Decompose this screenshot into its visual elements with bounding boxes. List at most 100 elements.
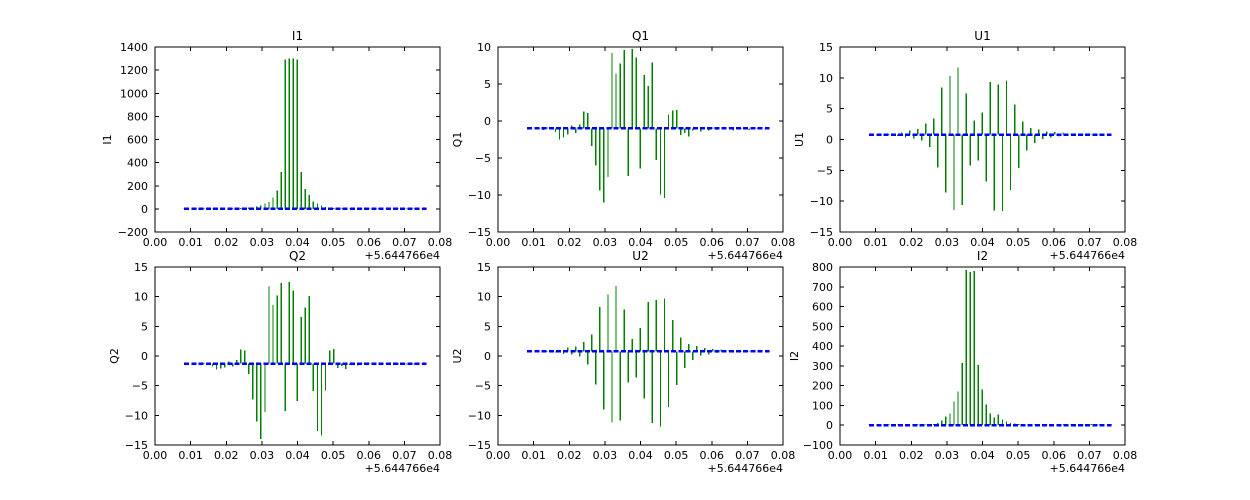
subplot-U1: 0.00 0.01 0.02 0.03 0.04 0.05 0.06 0.07 0.08 −15 −… [793,29,1137,262]
svg-text:−10: −10 [125,409,148,422]
tick-marks [497,266,784,446]
svg-text:0: 0 [484,115,491,128]
svg-text:0.01: 0.01 [178,236,203,249]
x-offset-label: +5.644766e4 [708,462,783,475]
subplot-title: Q1 [632,29,649,43]
svg-text:10: 10 [134,291,148,304]
svg-text:0: 0 [826,419,833,432]
svg-text:0.03: 0.03 [250,449,275,462]
svg-text:0.04: 0.04 [628,236,653,249]
x-offset-label: +5.644766e4 [365,249,440,262]
svg-text:0: 0 [484,350,491,363]
svg-text:15: 15 [819,41,833,54]
svg-text:0.04: 0.04 [970,449,995,462]
svg-text:0.04: 0.04 [285,236,310,249]
y-axis-label: Q1 [451,132,464,148]
svg-text:−100: −100 [803,439,833,452]
subplot-I1: 0.00 0.01 0.02 0.03 0.04 0.05 0.06 0.07 0.08 −200… [101,29,452,262]
y-axis-label: Q2 [108,348,121,364]
svg-text:0.03: 0.03 [593,236,618,249]
svg-text:−15: −15 [810,226,833,239]
svg-text:0.01: 0.01 [863,449,888,462]
svg-text:0.01: 0.01 [521,449,546,462]
svg-text:0.06: 0.06 [700,236,725,249]
tick-labels: 0.00 0.01 0.02 0.03 0.04 0.05 0.06 0.07 0.08 −100… [803,261,1137,462]
svg-text:0.07: 0.07 [735,449,760,462]
svg-text:1000: 1000 [120,87,148,100]
svg-text:300: 300 [812,360,833,373]
svg-text:0.05: 0.05 [664,449,689,462]
svg-text:0.00: 0.00 [828,449,853,462]
svg-text:−5: −5 [475,380,491,393]
svg-text:−10: −10 [468,189,491,202]
svg-text:0.03: 0.03 [593,449,618,462]
svg-text:0: 0 [141,350,148,363]
svg-text:0: 0 [826,134,833,147]
y-axis-label: I2 [788,351,801,361]
svg-text:0.02: 0.02 [557,236,582,249]
svg-text:−15: −15 [125,439,148,452]
svg-text:−10: −10 [468,409,491,422]
subplot-title: I1 [292,29,303,43]
svg-text:0.00: 0.00 [828,236,853,249]
svg-text:10: 10 [477,41,491,54]
svg-text:0.01: 0.01 [178,449,203,462]
svg-text:0.07: 0.07 [735,236,760,249]
svg-text:15: 15 [477,261,491,274]
x-offset-label: +5.644766e4 [708,249,783,262]
svg-text:600: 600 [127,134,148,147]
svg-text:0.06: 0.06 [357,236,382,249]
svg-text:0: 0 [141,203,148,216]
svg-text:0.00: 0.00 [143,236,168,249]
subplot-Q1: 0.00 0.01 0.02 0.03 0.04 0.05 0.06 0.07 0.08 −15 −… [451,29,795,262]
svg-text:500: 500 [812,320,833,333]
svg-text:0.06: 0.06 [1042,236,1067,249]
svg-text:5: 5 [484,320,491,333]
svg-text:−15: −15 [468,439,491,452]
svg-text:0.08: 0.08 [771,236,796,249]
svg-text:0.01: 0.01 [521,236,546,249]
svg-text:0.03: 0.03 [250,236,275,249]
svg-text:0.08: 0.08 [1113,449,1138,462]
subplot-title: Q2 [289,249,306,263]
tick-labels: 0.00 0.01 0.02 0.03 0.04 0.05 0.06 0.07 0.08 −15 −… [468,261,795,462]
svg-text:5: 5 [826,103,833,116]
svg-text:1400: 1400 [120,41,148,54]
svg-text:−15: −15 [468,226,491,239]
svg-text:−5: −5 [475,152,491,165]
svg-text:−5: −5 [817,164,833,177]
svg-text:700: 700 [812,281,833,294]
tick-marks [839,46,1126,233]
y-axis-label: I1 [101,134,114,144]
tick-marks [839,266,1126,446]
svg-text:0.06: 0.06 [1042,449,1067,462]
svg-text:0.01: 0.01 [863,236,888,249]
svg-text:0.02: 0.02 [899,449,924,462]
y-axis-label: U2 [451,348,464,363]
svg-text:0.02: 0.02 [557,449,582,462]
spike-series [530,49,767,203]
tick-labels: 0.00 0.01 0.02 0.03 0.04 0.05 0.06 0.07 0.08 −200… [118,41,452,249]
tick-labels: 0.00 0.01 0.02 0.03 0.04 0.05 0.06 0.07 0.08 −15 −… [810,41,1137,249]
subplot-Q2: 0.00 0.01 0.02 0.03 0.04 0.05 0.06 0.07 0.08 −15 −… [108,249,452,475]
svg-text:1200: 1200 [120,64,148,77]
svg-text:0.05: 0.05 [664,236,689,249]
svg-text:400: 400 [127,157,148,170]
svg-text:10: 10 [477,291,491,304]
svg-text:0.08: 0.08 [428,236,453,249]
svg-text:0.02: 0.02 [214,236,239,249]
svg-text:0.06: 0.06 [700,449,725,462]
x-offset-label: +5.644766e4 [365,462,440,475]
tick-labels: 0.00 0.01 0.02 0.03 0.04 0.05 0.06 0.07 0.08 −15 −… [468,41,795,249]
svg-text:10: 10 [819,72,833,85]
x-offset-label: +5.644766e4 [1050,462,1125,475]
y-axis-label: U1 [793,132,806,147]
spike-series [530,286,771,427]
svg-text:0.05: 0.05 [1006,236,1031,249]
svg-text:0.05: 0.05 [1006,449,1031,462]
svg-text:0.07: 0.07 [392,449,417,462]
svg-text:200: 200 [127,180,148,193]
svg-text:−5: −5 [132,380,148,393]
